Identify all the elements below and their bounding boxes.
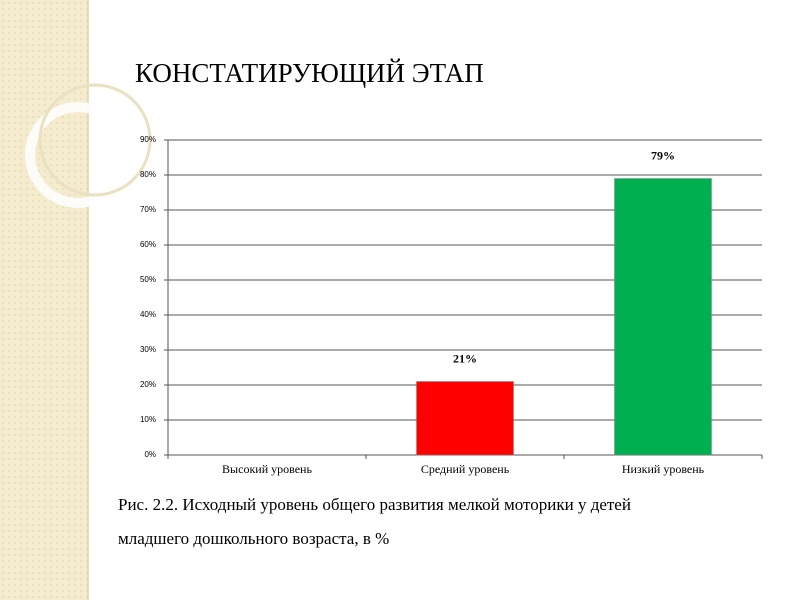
x-tick-label: Высокий уровень — [222, 462, 312, 476]
y-tick-label: 40% — [140, 310, 156, 319]
y-tick-label: 0% — [144, 450, 156, 459]
y-tick-label: 60% — [140, 240, 156, 249]
side-strip — [0, 0, 88, 600]
data-label: 79% — [651, 148, 675, 162]
y-tick-label: 90% — [140, 135, 156, 144]
y-tick-label: 50% — [140, 275, 156, 284]
slide-title: КОНСТАТИРУЮЩИЙ ЭТАП — [135, 58, 484, 88]
caption-line: младшего дошкольного возраста, в % — [118, 529, 389, 548]
y-tick-label: 20% — [140, 380, 156, 389]
data-label: 21% — [453, 351, 477, 365]
caption-line: Рис. 2.2. Исходный уровень общего развит… — [118, 495, 631, 514]
y-tick-label: 30% — [140, 345, 156, 354]
y-tick-label: 70% — [140, 205, 156, 214]
y-tick-label: 10% — [140, 415, 156, 424]
bar — [416, 381, 514, 456]
y-tick-label: 80% — [140, 170, 156, 179]
bar — [614, 178, 712, 456]
x-tick-label: Средний уровень — [421, 462, 510, 476]
x-tick-label: Низкий уровень — [622, 462, 705, 476]
deco-circle — [25, 102, 131, 208]
deco-circle — [38, 83, 152, 197]
